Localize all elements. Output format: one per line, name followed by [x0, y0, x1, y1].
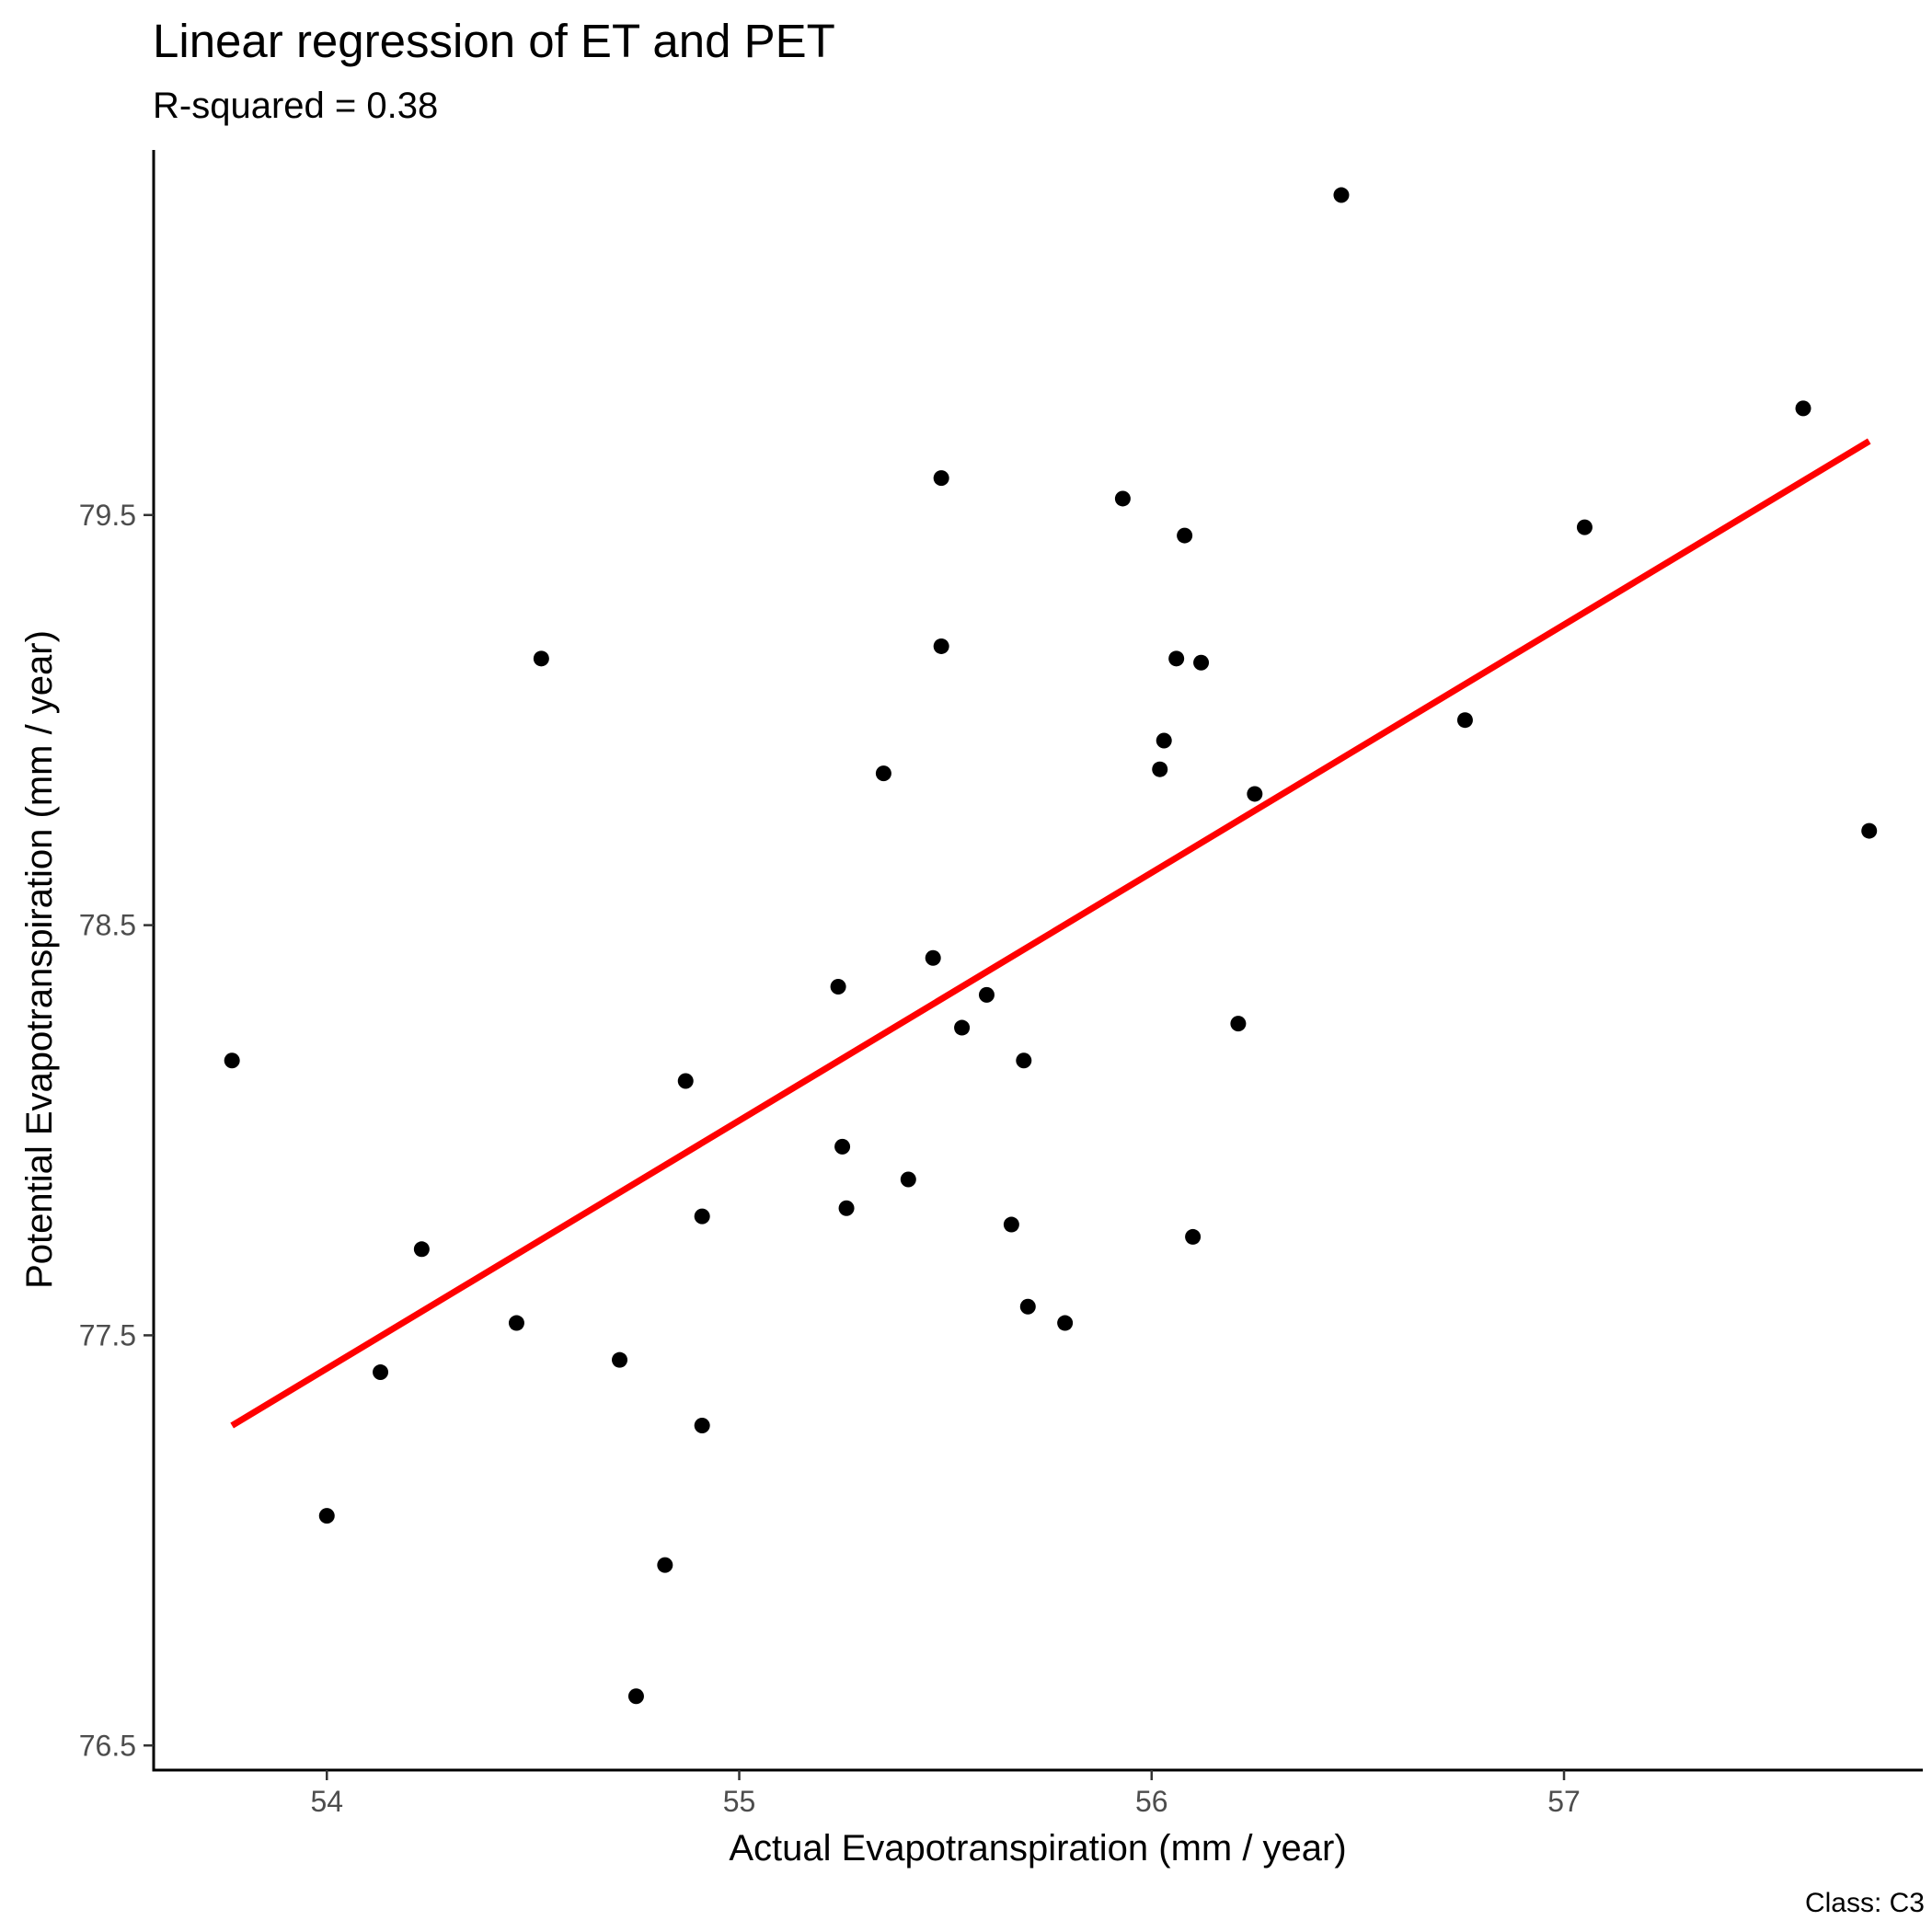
data-point-35	[1247, 786, 1263, 802]
data-point-20	[933, 470, 949, 487]
data-point-32	[1185, 1228, 1202, 1245]
data-point-3	[373, 1364, 389, 1381]
data-point-22	[978, 986, 995, 1003]
chart-subtitle: R-squared = 0.38	[153, 86, 438, 126]
plot-area	[224, 187, 1878, 1705]
data-point-18	[925, 949, 941, 966]
y-axis-ticks: 76.5 77.5 78.5 79.5	[79, 499, 154, 1762]
data-point-26	[1057, 1315, 1074, 1331]
data-point-34	[1230, 1016, 1247, 1032]
data-point-10	[677, 1073, 694, 1089]
data-point-38	[1576, 519, 1593, 535]
data-point-17	[900, 1171, 916, 1188]
y-tick-label-77.5: 77.5	[79, 1318, 136, 1351]
data-point-30	[1168, 650, 1185, 667]
data-point-40	[1861, 822, 1878, 839]
data-point-2	[318, 1508, 335, 1524]
data-point-29	[1156, 732, 1172, 749]
data-point-12	[694, 1208, 710, 1225]
data-point-23	[1003, 1216, 1019, 1233]
data-point-33	[1193, 654, 1210, 671]
regression-line	[230, 438, 1871, 1429]
data-point-11	[694, 1418, 710, 1434]
data-point-9	[657, 1557, 673, 1573]
data-point-6	[533, 650, 549, 667]
chart-title: Linear regression of ET and PET	[153, 15, 835, 67]
data-point-16	[875, 765, 891, 782]
data-point-19	[933, 638, 949, 654]
x-tick-label-56: 56	[1135, 1785, 1168, 1818]
data-point-4	[413, 1241, 430, 1258]
y-tick-label-78.5: 78.5	[79, 909, 136, 942]
data-point-27	[1114, 490, 1131, 507]
data-point-5	[508, 1315, 524, 1331]
y-tick-label-79.5: 79.5	[79, 499, 136, 532]
data-point-8	[627, 1688, 644, 1705]
data-point-36	[1333, 187, 1350, 203]
x-tick-label-55: 55	[723, 1785, 756, 1818]
data-point-13	[830, 978, 846, 995]
data-point-37	[1456, 712, 1473, 729]
data-point-28	[1152, 761, 1168, 777]
data-point-31	[1177, 527, 1193, 544]
x-axis-title: Actual Evapotranspiration (mm / year)	[729, 1828, 1346, 1869]
data-point-14	[834, 1138, 851, 1155]
x-tick-label-54: 54	[310, 1785, 343, 1818]
x-tick-label-57: 57	[1547, 1785, 1581, 1818]
chart-caption: Class: C3	[1805, 1888, 1925, 1918]
data-point-39	[1795, 400, 1811, 417]
data-point-24	[1016, 1052, 1032, 1069]
data-point-21	[954, 1019, 971, 1036]
data-point-7	[612, 1351, 628, 1368]
data-point-1	[224, 1052, 240, 1069]
data-point-15	[838, 1200, 855, 1216]
data-point-25	[1019, 1298, 1036, 1315]
y-tick-label-76.5: 76.5	[79, 1729, 136, 1762]
y-axis-title: Potential Evapotranspiration (mm / year)	[19, 630, 60, 1289]
x-axis-ticks: 54 55 56 57	[310, 1770, 1581, 1818]
